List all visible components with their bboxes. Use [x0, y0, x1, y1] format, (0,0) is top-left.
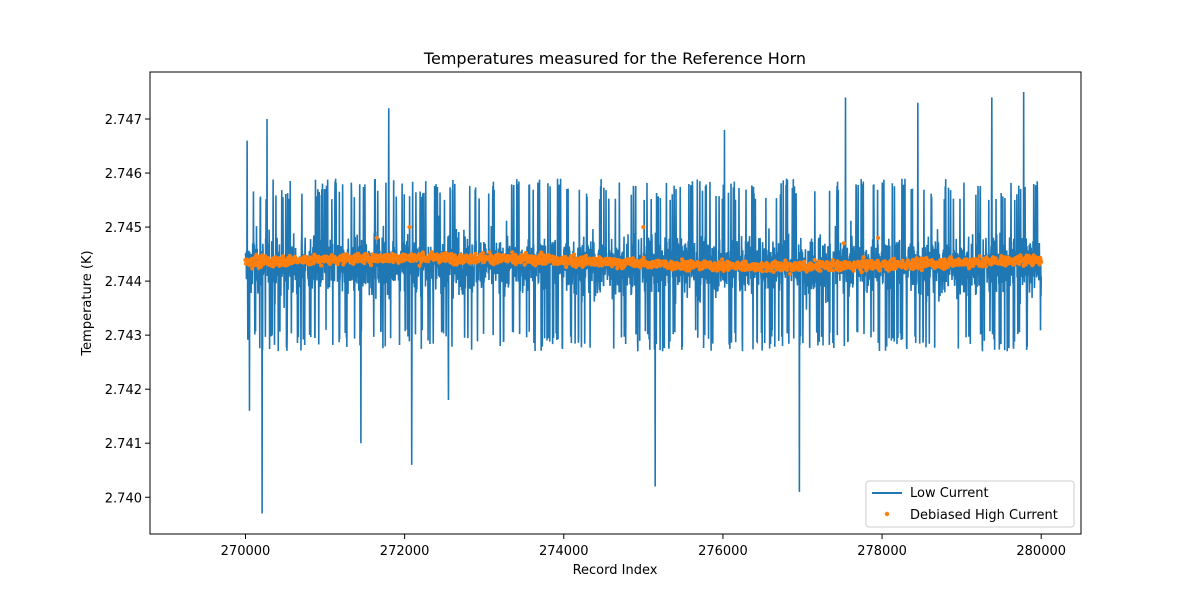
y-tick-label: 2.745 — [105, 221, 142, 236]
data-point — [480, 250, 486, 256]
y-axis-label: Temperature (K) — [80, 250, 95, 356]
x-tick-label: 274000 — [539, 544, 589, 559]
data-point — [417, 263, 422, 268]
y-tick-label: 2.743 — [105, 329, 142, 344]
data-point-outlier — [641, 224, 646, 230]
data-point — [720, 257, 725, 262]
data-point — [273, 255, 278, 260]
data-point-outlier — [407, 224, 412, 230]
data-point — [583, 253, 589, 258]
data-point — [468, 253, 473, 258]
data-point — [615, 266, 620, 271]
data-point — [281, 254, 286, 259]
x-tick-label: 270000 — [221, 544, 271, 559]
data-point — [830, 258, 835, 263]
data-point-outlier — [841, 241, 846, 246]
data-point — [993, 256, 998, 261]
data-point — [802, 259, 807, 264]
chart-title: Temperatures measured for the Reference … — [423, 49, 806, 68]
legend-swatch-debiased-high-current — [884, 511, 890, 517]
data-point — [743, 259, 748, 264]
y-tick-label: 2.741 — [105, 437, 142, 452]
x-axis-label: Record Index — [573, 563, 658, 578]
data-point — [368, 262, 374, 268]
data-point — [335, 261, 340, 267]
data-point — [787, 271, 793, 276]
y-tick-label: 2.740 — [105, 491, 142, 506]
data-point — [859, 270, 864, 275]
legend-box — [865, 480, 1075, 528]
x-tick-label: 276000 — [698, 544, 748, 559]
data-point — [865, 266, 870, 271]
x-tick-label: 278000 — [857, 544, 907, 559]
data-point — [835, 259, 840, 264]
x-tick-label: 272000 — [380, 544, 430, 559]
data-point — [523, 250, 528, 256]
data-point — [818, 268, 823, 273]
data-point — [1039, 259, 1044, 265]
data-point — [479, 254, 485, 259]
data-point — [1027, 254, 1032, 259]
y-tick-label: 2.746 — [105, 167, 142, 182]
y-tick-label: 2.742 — [105, 383, 142, 398]
data-point — [596, 263, 601, 268]
legend: Low Current Debiased High Current — [865, 480, 1075, 528]
plot-area — [243, 91, 1044, 514]
data-point — [429, 250, 434, 255]
series-line-low-current — [244, 91, 1043, 514]
data-point — [564, 264, 569, 270]
data-point — [977, 254, 982, 259]
data-point — [571, 252, 577, 257]
data-point — [919, 268, 924, 273]
x-tick-label: 280000 — [1016, 544, 1066, 559]
data-point — [487, 250, 492, 255]
data-point — [903, 266, 909, 271]
data-point — [784, 267, 790, 273]
data-point — [983, 264, 989, 269]
data-point — [891, 256, 896, 261]
axes-frame — [149, 71, 1082, 535]
data-point — [812, 257, 817, 263]
data-point-outlier — [875, 235, 881, 240]
data-point — [638, 265, 643, 270]
data-point — [877, 268, 882, 273]
data-point — [473, 251, 478, 256]
data-point — [771, 269, 776, 274]
data-point — [900, 258, 905, 263]
data-point — [630, 256, 636, 261]
data-point — [851, 268, 856, 273]
y-axis: 2.740 2.741 2.742 2.743 2.744 2.745 2.746 2.747 — [105, 113, 150, 506]
data-point — [831, 268, 836, 273]
data-point — [905, 258, 911, 263]
data-point — [362, 261, 367, 266]
x-axis: 270000 272000 274000 276000 278000 280000 — [221, 534, 1066, 559]
data-point — [491, 262, 496, 267]
data-point — [797, 267, 802, 272]
data-point-outlier — [374, 235, 379, 240]
data-point — [327, 261, 333, 267]
y-tick-label: 2.744 — [105, 275, 142, 290]
data-point — [609, 264, 615, 269]
y-tick-label: 2.747 — [105, 113, 142, 128]
data-point — [522, 262, 527, 267]
data-point — [319, 263, 324, 268]
legend-label-low-current: Low Current — [910, 486, 989, 501]
data-point — [641, 255, 646, 260]
data-point — [825, 259, 830, 265]
legend-label-debiased-high-current: Debiased High Current — [910, 508, 1058, 523]
data-point — [760, 269, 765, 274]
series-points-debiased-high-current — [243, 224, 1044, 276]
data-point — [861, 255, 866, 260]
